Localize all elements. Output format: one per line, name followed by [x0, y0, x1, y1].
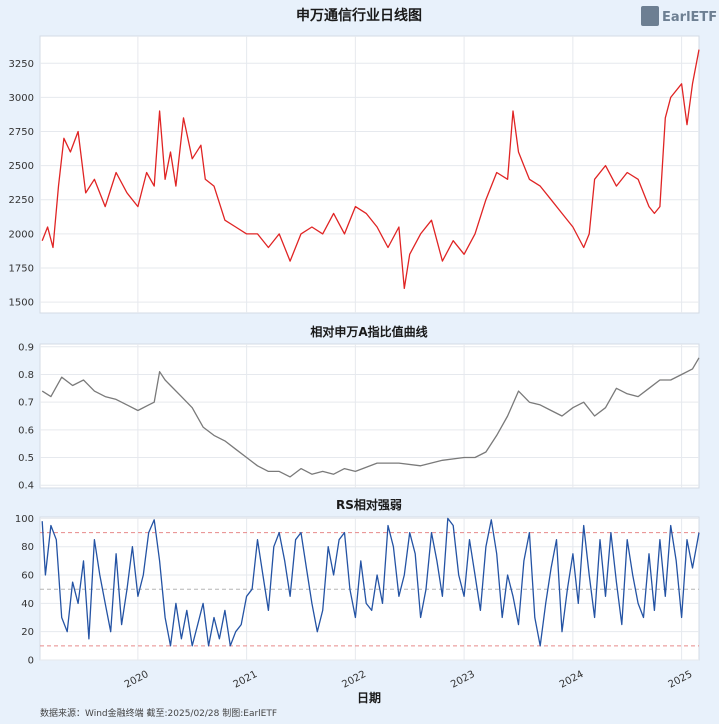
x-tick-label: 2025	[667, 669, 695, 691]
y-tick-label: 1750	[9, 263, 34, 274]
panel-title: RS相对强弱	[336, 497, 402, 512]
panel-2: 相对申万A指比值曲线 0.4 0.5 0.6 0.7 0.8 0.9	[18, 324, 700, 492]
source-note: 数据来源：Wind金融终端 截至:2025/02/28 制图:EarlETF	[40, 707, 277, 719]
y-tick-label: 2750	[9, 127, 34, 138]
y-tick-label: 0.6	[18, 425, 34, 436]
y-tick-label: 80	[21, 542, 34, 553]
y-tick-label: 40	[21, 599, 34, 610]
panels: 1500 1750 2000 2250 2500 2750 3000 3250 相对申万A指比值…	[9, 35, 700, 691]
y-tick-label: 2000	[9, 229, 34, 240]
y-tick-label: 60	[21, 571, 34, 582]
y-tick-label: 0.9	[18, 342, 34, 353]
panel-1: 1500 1750 2000 2250 2500 2750 3000 3250	[9, 35, 700, 314]
series-line-3	[41, 517, 700, 647]
chart-title: 申万通信行业日线图	[296, 7, 422, 24]
x-tick-label: 2022	[340, 669, 368, 691]
y-tick-label: 0.4	[18, 481, 34, 492]
logo: EarlETF	[641, 6, 717, 26]
y-tick-label: 0.8	[18, 370, 34, 381]
y-tick-label: 0.7	[18, 398, 34, 409]
y-tick-label: 0	[28, 656, 34, 667]
y-tick-label: 2500	[9, 161, 34, 172]
series-line-1	[41, 49, 700, 290]
x-axis-label: 日期	[357, 690, 381, 705]
plot-area	[39, 343, 700, 489]
panel-3: RS相对强弱 0 20 40 60 80 100	[15, 497, 700, 667]
plot-area	[39, 35, 700, 314]
y-tick-label: 3000	[9, 93, 34, 104]
y-tick-label: 1500	[9, 298, 34, 309]
y-tick-label: 0.5	[18, 453, 34, 464]
y-tick-label: 2250	[9, 195, 34, 206]
plot-area	[39, 516, 700, 661]
x-tick-label: 2020	[123, 669, 151, 691]
logo-text: EarlETF	[662, 10, 717, 25]
y-tick-label: 20	[21, 627, 34, 638]
x-tick-label: 2021	[232, 669, 260, 691]
x-tick-label: 2024	[558, 669, 586, 691]
y-tick-label: 100	[15, 514, 34, 525]
panel-title: 相对申万A指比值曲线	[310, 324, 427, 339]
y-tick-label: 3250	[9, 59, 34, 70]
logo-mark	[641, 6, 659, 26]
x-tick-label: 2023	[449, 669, 477, 691]
series-line-2	[41, 357, 700, 478]
